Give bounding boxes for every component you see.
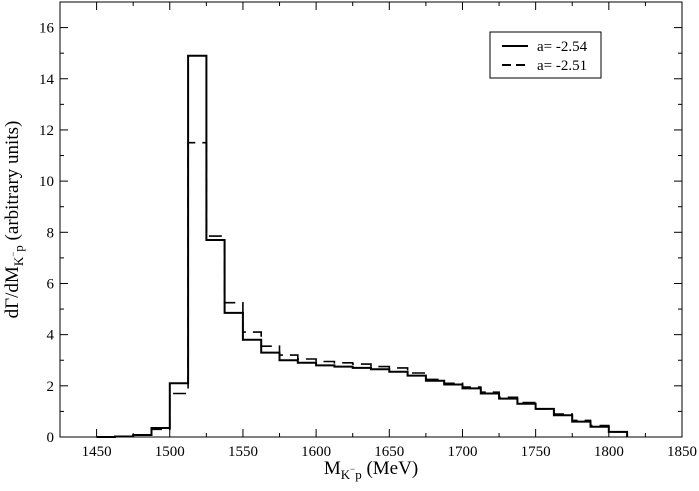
y-tick-label: 12	[39, 123, 54, 139]
y-tick-label: 2	[47, 379, 55, 395]
x-tick-label: 1650	[374, 444, 404, 460]
y-tick-label: 10	[39, 174, 54, 190]
x-tick-label: 1800	[594, 444, 624, 460]
x-axis-label-sup: −	[350, 464, 355, 474]
y-tick-label: 16	[39, 21, 55, 37]
legend-box	[489, 31, 602, 79]
x-tick-label: 1700	[447, 444, 477, 460]
x-tick-label: 1600	[301, 444, 331, 460]
legend-label-2: a= -2.51	[537, 58, 587, 74]
series-layer	[96, 54, 629, 438]
x-axis-label: MK−p (MeV)	[324, 458, 418, 482]
plot-frame	[59, 1, 683, 438]
x-tick-label: 1450	[82, 444, 112, 460]
x-axis-label-sub: K	[341, 467, 351, 482]
x-tick-label: 1550	[228, 444, 258, 460]
ticks-layer: 1450 1500 1550 1600 1650 1700 1750 1800 1850 0 2 4 6…	[39, 2, 697, 460]
y-axis-label-tail: (arbitrary units)	[2, 121, 23, 246]
y-tick-label: 8	[47, 225, 55, 241]
x-axis-label-tail: (MeV)	[362, 458, 418, 479]
series-line-1	[96, 54, 629, 438]
series-line-2	[96, 141, 628, 438]
y-axis-label: dΓ/dMK−p (arbitrary units)	[2, 121, 26, 319]
legend: a= -2.54 a= -2.51	[489, 31, 602, 79]
y-axis-label-sup: −	[8, 252, 18, 257]
x-tick-label: 1750	[521, 444, 551, 460]
y-tick-label: 6	[47, 276, 55, 292]
y-tick-label: 0	[47, 430, 55, 446]
y-axis-label-sub: K	[11, 256, 26, 266]
y-axis-label-sub2: p	[11, 245, 26, 252]
x-axis-label-main: M	[324, 458, 341, 479]
y-tick-label: 14	[39, 72, 55, 88]
legend-label-1: a= -2.54	[537, 39, 588, 55]
y-tick-label: 4	[47, 328, 55, 344]
y-axis-label-main: dΓ/dM	[2, 266, 23, 318]
x-tick-label: 1500	[155, 444, 185, 460]
x-axis-label-sub2: p	[355, 467, 362, 482]
x-tick-label: 1850	[667, 444, 697, 460]
